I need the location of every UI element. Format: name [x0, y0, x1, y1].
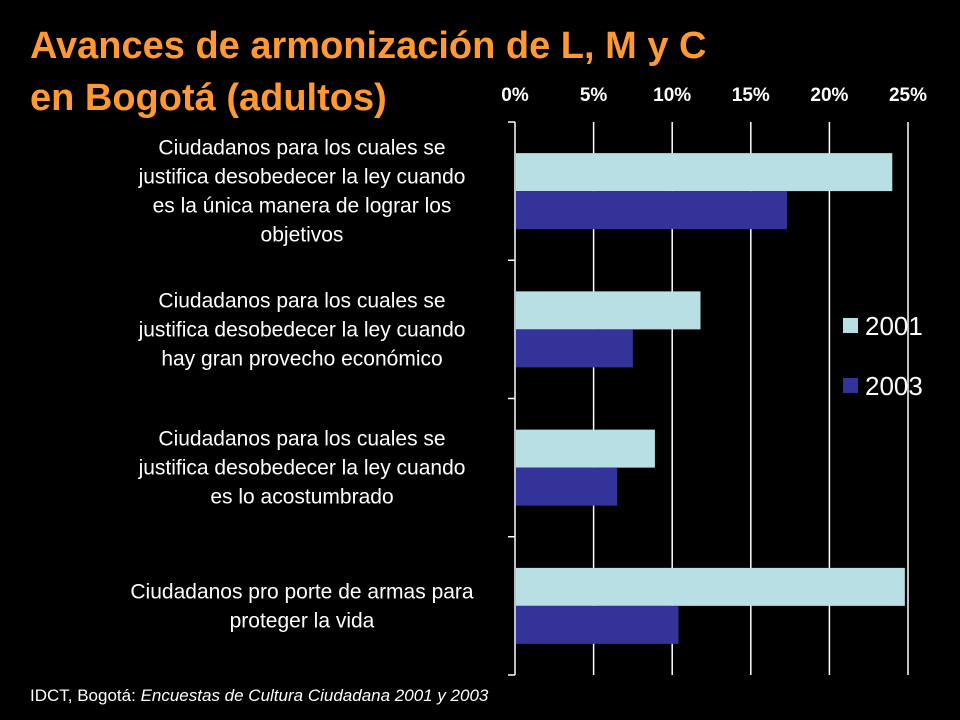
source-title: Encuestas de Cultura Ciudadana 2001 y 20…	[140, 686, 489, 705]
x-tick-label: 15%	[732, 85, 770, 106]
category-label: objetivos	[261, 224, 344, 247]
category-label: Ciudadanos pro porte de armas para	[130, 580, 474, 603]
bar-2001	[516, 291, 701, 330]
bar-2001	[516, 153, 893, 192]
source-note: IDCT, Bogotá: Encuestas de Cultura Ciuda…	[30, 686, 488, 706]
category-label: es la única manera de lograr los	[153, 195, 452, 218]
source-prefix: IDCT, Bogotá:	[30, 686, 141, 705]
category-label: es lo acostumbrado	[210, 486, 393, 509]
category-label: hay gran provecho económico	[161, 347, 442, 370]
category-label: Ciudadanos para los cuales se	[158, 428, 445, 451]
category-label: Ciudadanos para los cuales se	[158, 289, 445, 312]
x-tick-label: 10%	[653, 85, 691, 106]
title-line-2: en Bogotá (adultos)	[30, 77, 387, 119]
title-line-1: Avances de armonización de L, M y C	[30, 25, 707, 67]
x-tick-label: 25%	[889, 85, 927, 106]
x-tick-label: 20%	[810, 85, 848, 106]
x-tick-label: 0%	[501, 85, 529, 106]
legend-label-2001: 2001	[865, 311, 923, 341]
bar-2003	[516, 191, 787, 230]
bar-2001	[516, 429, 655, 468]
legend-label-2003: 2003	[865, 371, 923, 401]
category-label: justifica desobedecer la ley cuando	[138, 318, 466, 341]
category-label: proteger la vida	[230, 609, 375, 632]
bar-2003	[516, 467, 618, 506]
bar-2001	[516, 567, 905, 606]
legend-swatch-2001	[843, 318, 858, 333]
legend-swatch-2003	[843, 378, 858, 393]
category-label: Ciudadanos para los cuales se	[158, 137, 445, 160]
bar-2003	[516, 605, 679, 644]
bar-2003	[516, 329, 633, 368]
category-label: justifica desobedecer la ley cuando	[138, 457, 466, 480]
x-tick-label: 5%	[580, 85, 608, 106]
page-title: Avances de armonización de L, M y C en B…	[30, 20, 706, 124]
category-label: justifica desobedecer la ley cuando	[138, 166, 466, 189]
